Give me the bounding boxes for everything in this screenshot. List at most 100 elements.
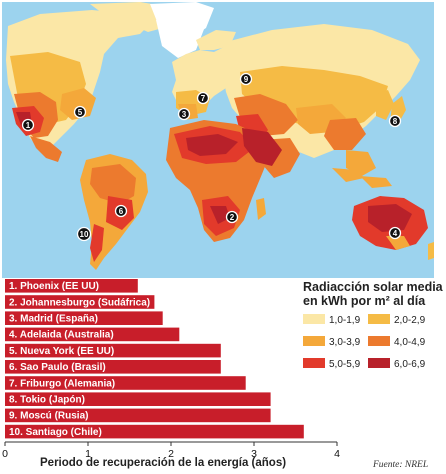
city-marker-9: 9 [239, 72, 253, 86]
bar-label: 2. Johannesburgo (Sudáfrica) [9, 297, 150, 308]
city-marker-number: 2 [230, 213, 235, 222]
city-marker-dot [239, 72, 253, 86]
city-marker-number: 4 [393, 229, 398, 238]
city-marker-number: 1 [26, 121, 31, 130]
city-marker-number: 3 [182, 110, 187, 119]
legend-label: 4,0-4,9 [394, 337, 426, 348]
bar-label: 7. Friburgo (Alemania) [9, 378, 115, 389]
city-marker-3: 3 [177, 107, 191, 121]
bar-rect [5, 376, 246, 390]
bar-rect [5, 327, 180, 342]
uk [178, 70, 188, 88]
x-tick: 0 [2, 442, 8, 460]
legend-label: 1,0-1,9 [329, 315, 361, 326]
bar-rect [5, 343, 221, 358]
x-tick: 1 [85, 442, 91, 460]
city-marker-1: 1 [21, 118, 35, 132]
legend-title-line1: Radiacción solar media [303, 280, 444, 294]
bar-1: 1. Phoenix (EE UU) [5, 279, 138, 293]
city-marker-8: 8 [388, 114, 402, 128]
legend-label: 3,0-3,9 [329, 337, 361, 348]
legend-item: 5,0-5,9 [303, 358, 361, 370]
bar-6: 6. Sao Paulo (Brasil) [5, 360, 221, 374]
x-tick-label: 0 [2, 448, 8, 460]
x-tick: 4 [334, 442, 340, 460]
bar-label: 5. Nueva York (EE UU) [9, 346, 114, 357]
bar-rect [5, 311, 163, 325]
legend-item: 2,0-2,9 [368, 314, 426, 326]
bar-rect [5, 279, 138, 293]
bar-10: 10. Santiago (Chile) [5, 424, 304, 439]
city-marker-number: 6 [119, 207, 124, 216]
north-america [6, 2, 206, 162]
greenland [150, 2, 214, 40]
australia [352, 196, 428, 250]
legend-swatch [368, 336, 390, 346]
x-tick: 3 [251, 442, 257, 460]
city-marker-number: 7 [201, 94, 206, 103]
arabian-peninsula [242, 128, 282, 166]
source-label: Fuente: NREL [372, 460, 428, 470]
city-marker-number: 8 [393, 117, 398, 126]
city-marker-dot [225, 210, 239, 224]
bar-label: 1. Phoenix (EE UU) [9, 281, 99, 292]
legend-items: 1,0-1,9 2,0-2,9 3,0-3,9 4,0-4,9 5,0-5,9 6,0-6… [303, 314, 426, 370]
legend-swatch [368, 314, 390, 324]
south-america [80, 154, 148, 270]
city-marker-dot [177, 107, 191, 121]
legend-item: 3,0-3,9 [303, 336, 361, 348]
legend-swatch [303, 314, 325, 324]
bar-3: 3. Madrid (España) [5, 311, 163, 325]
legend-swatch [368, 358, 390, 368]
bar-label: 8. Tokio (Japón) [9, 395, 85, 406]
bar-label: 4. Adelaida (Australia) [9, 330, 114, 341]
legend-label: 5,0-5,9 [329, 359, 361, 370]
africa [166, 120, 270, 242]
city-marker-dot [388, 114, 402, 128]
bar-rect [5, 392, 271, 406]
legend: Radiacción solar media en kWh por m² al … [303, 280, 444, 370]
x-tick-label: 2 [168, 448, 174, 460]
southeast-asia-islands [332, 168, 392, 188]
x-tick-label: 1 [85, 448, 91, 460]
legend-title-line2: en kWh por m² al día [303, 294, 426, 308]
city-marker-number: 10 [80, 230, 89, 239]
legend-swatch [303, 358, 325, 368]
city-marker-5: 5 [73, 105, 87, 119]
city-marker-dot [76, 226, 92, 242]
bars: 1. Phoenix (EE UU) 2. Johannesburgo (Sudá… [5, 279, 304, 439]
city-marker-dot [388, 226, 402, 240]
bar-rect [5, 360, 221, 374]
bar-label: 3. Madrid (España) [9, 314, 98, 325]
bar-chart: 1. Phoenix (EE UU) 2. Johannesburgo (Sudá… [2, 279, 340, 469]
city-markers: 1 2 3 4 5 6 7 8 9 10 [21, 72, 402, 242]
bar-9: 9. Moscú (Rusia) [5, 408, 271, 423]
new-zealand [428, 242, 434, 260]
city-marker-7: 7 [196, 91, 210, 105]
legend-label: 6,0-6,9 [394, 359, 426, 370]
bar-rect [5, 295, 155, 309]
bar-8: 8. Tokio (Japón) [5, 392, 271, 406]
legend-label: 2,0-2,9 [394, 315, 426, 326]
city-marker-4: 4 [388, 226, 402, 240]
city-marker-dot [196, 91, 210, 105]
city-marker-dot [73, 105, 87, 119]
bar-2: 2. Johannesburgo (Sudáfrica) [5, 295, 155, 309]
legend-item: 6,0-6,9 [368, 358, 426, 370]
x-tick: 2 [168, 442, 174, 460]
city-marker-number: 9 [244, 75, 249, 84]
asia [222, 24, 420, 178]
legend-item: 1,0-1,9 [303, 314, 361, 326]
x-axis-label: Periodo de recuperación de la energía (a… [40, 457, 286, 469]
bar-label: 9. Moscú (Rusia) [9, 411, 88, 422]
x-axis-ticks: 0 1 2 3 4 [2, 442, 340, 460]
city-marker-10: 10 [76, 226, 92, 242]
city-marker-2: 2 [225, 210, 239, 224]
legend-item: 4,0-4,9 [368, 336, 426, 348]
city-marker-number: 5 [78, 108, 83, 117]
bar-7: 7. Friburgo (Alemania) [5, 376, 246, 390]
bar-4: 4. Adelaida (Australia) [5, 327, 180, 342]
bar-label: 6. Sao Paulo (Brasil) [9, 362, 106, 373]
bar-rect [5, 424, 304, 439]
x-tick-label: 4 [334, 448, 340, 460]
